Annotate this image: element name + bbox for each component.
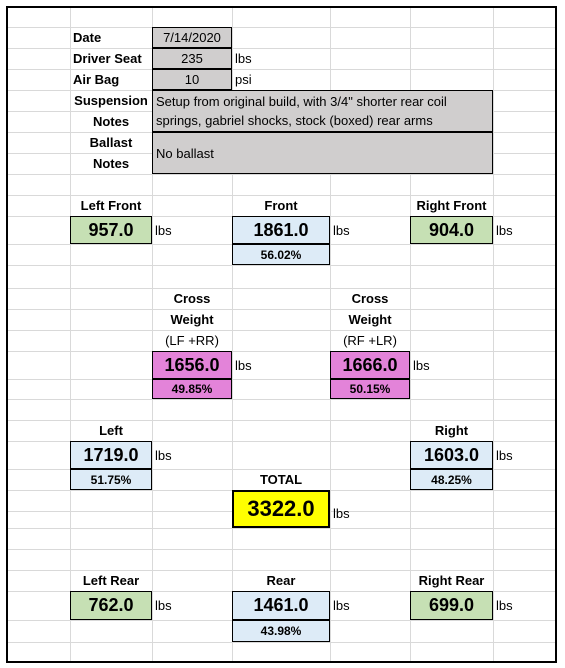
label: (RF +LR) — [343, 333, 397, 348]
unit: lbs — [155, 222, 172, 238]
air-bag-value[interactable]: 10 — [152, 69, 232, 90]
print-border — [6, 6, 557, 663]
label: Weight — [348, 312, 392, 327]
weight-value[interactable]: 1861.0 — [232, 216, 330, 244]
label: Ballast — [89, 135, 133, 150]
weight-value[interactable]: 699.0 — [410, 591, 493, 620]
label: Right — [434, 423, 469, 438]
unit: lbs — [496, 598, 513, 613]
unit: psi — [235, 72, 252, 87]
unit: lbs — [235, 51, 252, 66]
percent: 48.25% — [410, 469, 493, 490]
label: Suspension — [74, 93, 148, 108]
suspension-notes[interactable]: Setup from original build, with 3/4" sho… — [152, 90, 493, 132]
label: (LF +RR) — [165, 333, 219, 348]
unit: lbs — [155, 447, 172, 463]
note-line: springs, gabriel shocks, stock (boxed) r… — [156, 113, 433, 128]
label: Weight — [170, 312, 214, 327]
label: Front — [264, 198, 298, 213]
unit: lbs — [496, 222, 513, 238]
unit: lbs — [333, 505, 350, 521]
unit: lbs — [235, 357, 252, 373]
label: Right Rear — [418, 573, 485, 588]
unit: lbs — [155, 598, 172, 613]
label: Left — [99, 423, 123, 438]
weight-value[interactable]: 1461.0 — [232, 591, 330, 620]
ballast-notes[interactable]: No ballast — [152, 132, 493, 174]
label: Left Rear — [82, 573, 140, 588]
label: Notes — [92, 156, 130, 171]
label: Rear — [266, 573, 296, 588]
unit: lbs — [413, 357, 430, 373]
unit: lbs — [333, 598, 350, 613]
label: Driver Seat — [73, 51, 142, 66]
label: Notes — [92, 114, 130, 129]
percent: 50.15% — [330, 379, 410, 399]
label: Cross — [351, 291, 389, 306]
label: Air Bag — [73, 72, 120, 87]
label: Left Front — [80, 198, 142, 213]
total-value[interactable]: 3322.0 — [232, 490, 330, 528]
note-line: Setup from original build, with 3/4" sho… — [156, 94, 447, 109]
percent: 56.02% — [232, 244, 330, 265]
weight-value[interactable]: 1666.0 — [330, 351, 410, 379]
percent: 49.85% — [152, 379, 232, 399]
unit: lbs — [333, 222, 350, 238]
weight-value[interactable]: 904.0 — [410, 216, 493, 244]
weight-value[interactable]: 762.0 — [70, 591, 152, 620]
label: Right Front — [416, 198, 487, 213]
weight-value[interactable]: 1719.0 — [70, 441, 152, 469]
percent: 43.98% — [232, 620, 330, 642]
unit: lbs — [496, 447, 513, 463]
weight-value[interactable]: 957.0 — [70, 216, 152, 244]
date-value[interactable]: 7/14/2020 — [152, 27, 232, 48]
percent: 51.75% — [70, 469, 152, 490]
label: Cross — [173, 291, 211, 306]
weight-value[interactable]: 1656.0 — [152, 351, 232, 379]
label: TOTAL — [259, 472, 303, 487]
label: Date — [73, 30, 102, 45]
driver-seat-value[interactable]: 235 — [152, 48, 232, 69]
weight-value[interactable]: 1603.0 — [410, 441, 493, 469]
